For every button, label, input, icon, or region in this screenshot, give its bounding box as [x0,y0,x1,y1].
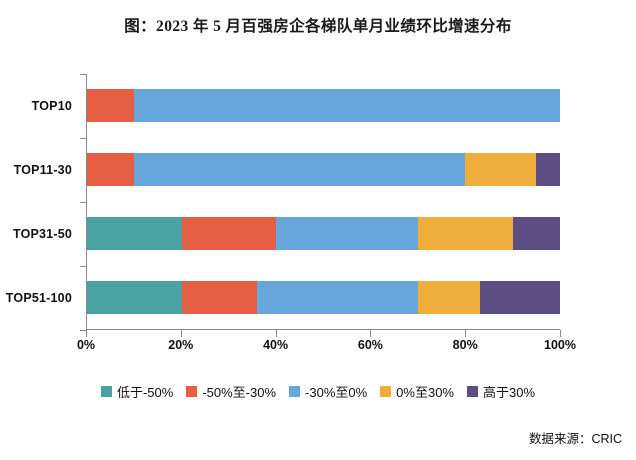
bar-segment[interactable] [87,153,135,187]
legend-swatch-icon [289,386,301,397]
x-axis-tick [180,330,182,337]
bar-segment[interactable] [134,153,466,187]
x-axis-tick-label: 20% [168,338,194,352]
legend-item[interactable]: -50%至-30% [186,382,276,401]
y-axis-labels: TOP10 TOP11-30 TOP31-50 TOP51-100 [0,74,80,330]
legend-swatch-icon [380,386,392,397]
x-axis-tick-label: 100% [544,338,576,352]
stacked-bar [87,153,560,187]
legend-swatch-icon [466,386,478,397]
y-axis-tick [80,202,86,203]
y-axis-tick [80,138,86,139]
legend-item[interactable]: 高于30% [466,382,536,401]
x-axis-tick [465,330,467,337]
y-axis-label-top11-30: TOP11-30 [13,163,72,177]
source-note: 数据来源：CRIC [528,432,622,446]
bar-segment[interactable] [181,280,258,314]
bar-segment[interactable] [418,280,480,314]
legend-label: -50%至-30% [202,385,277,400]
bar-segment[interactable] [276,216,419,250]
bar-row [87,138,560,202]
legend-item[interactable]: 0%至30% [380,382,454,401]
bar-row [87,202,560,266]
bar-segment[interactable] [257,280,419,314]
bar-row [87,265,560,329]
bar-segment[interactable] [87,216,182,250]
y-axis-label-top31-50: TOP31-50 [12,227,72,241]
x-axis-tick [275,330,277,337]
y-axis-tick [80,74,86,75]
x-axis-tick-label: 0% [76,338,96,352]
legend-swatch-icon [100,386,112,397]
x-axis-ticks [86,330,561,337]
bar-segment[interactable] [181,216,277,250]
legend: 低于-50% -50%至-30% -30%至0% 0%至30% 高于30% [0,382,636,401]
x-axis-tick-label: 60% [357,338,383,352]
bar-rows [87,74,560,329]
bar-segment[interactable] [418,216,513,250]
bar-segment[interactable] [87,280,182,314]
legend-label: 低于-50% [116,385,174,400]
x-axis-tick [370,330,372,337]
bar-segment[interactable] [87,89,135,123]
chart-title: 图：2023 年 5 月百强房企各梯队单月业绩环比增速分布 [124,18,512,35]
legend-item[interactable]: -30%至0% [289,382,367,401]
bar-segment[interactable] [536,153,560,187]
legend-label: 高于30% [482,385,536,400]
bar-row [87,74,560,138]
legend-item[interactable]: 低于-50% [100,382,174,401]
bar-segment[interactable] [134,89,560,123]
bar-segment[interactable] [465,153,537,187]
x-axis-tick-label: 80% [452,338,478,352]
stacked-bar [87,280,560,314]
y-axis-tick [80,330,86,331]
y-axis-label-top10: TOP10 [31,99,72,113]
legend-swatch-icon [186,386,198,397]
bar-segment[interactable] [479,280,560,314]
x-axis-labels: 0% 20% 40% 60% 80% 100% [77,338,576,356]
x-axis-tick [560,330,561,337]
y-axis-label-top51-100: TOP51-100 [5,291,72,305]
legend-label: 0%至30% [396,385,454,400]
plot-area [86,74,560,330]
legend-label: -30%至0% [305,385,368,400]
x-axis-tick-label: 40% [263,338,289,352]
stacked-bar [87,216,560,250]
y-axis-tick [80,266,86,267]
x-axis-tick [86,330,87,337]
stacked-bar [87,89,560,123]
y-axis-ticks [80,74,86,331]
bar-segment[interactable] [512,216,560,250]
